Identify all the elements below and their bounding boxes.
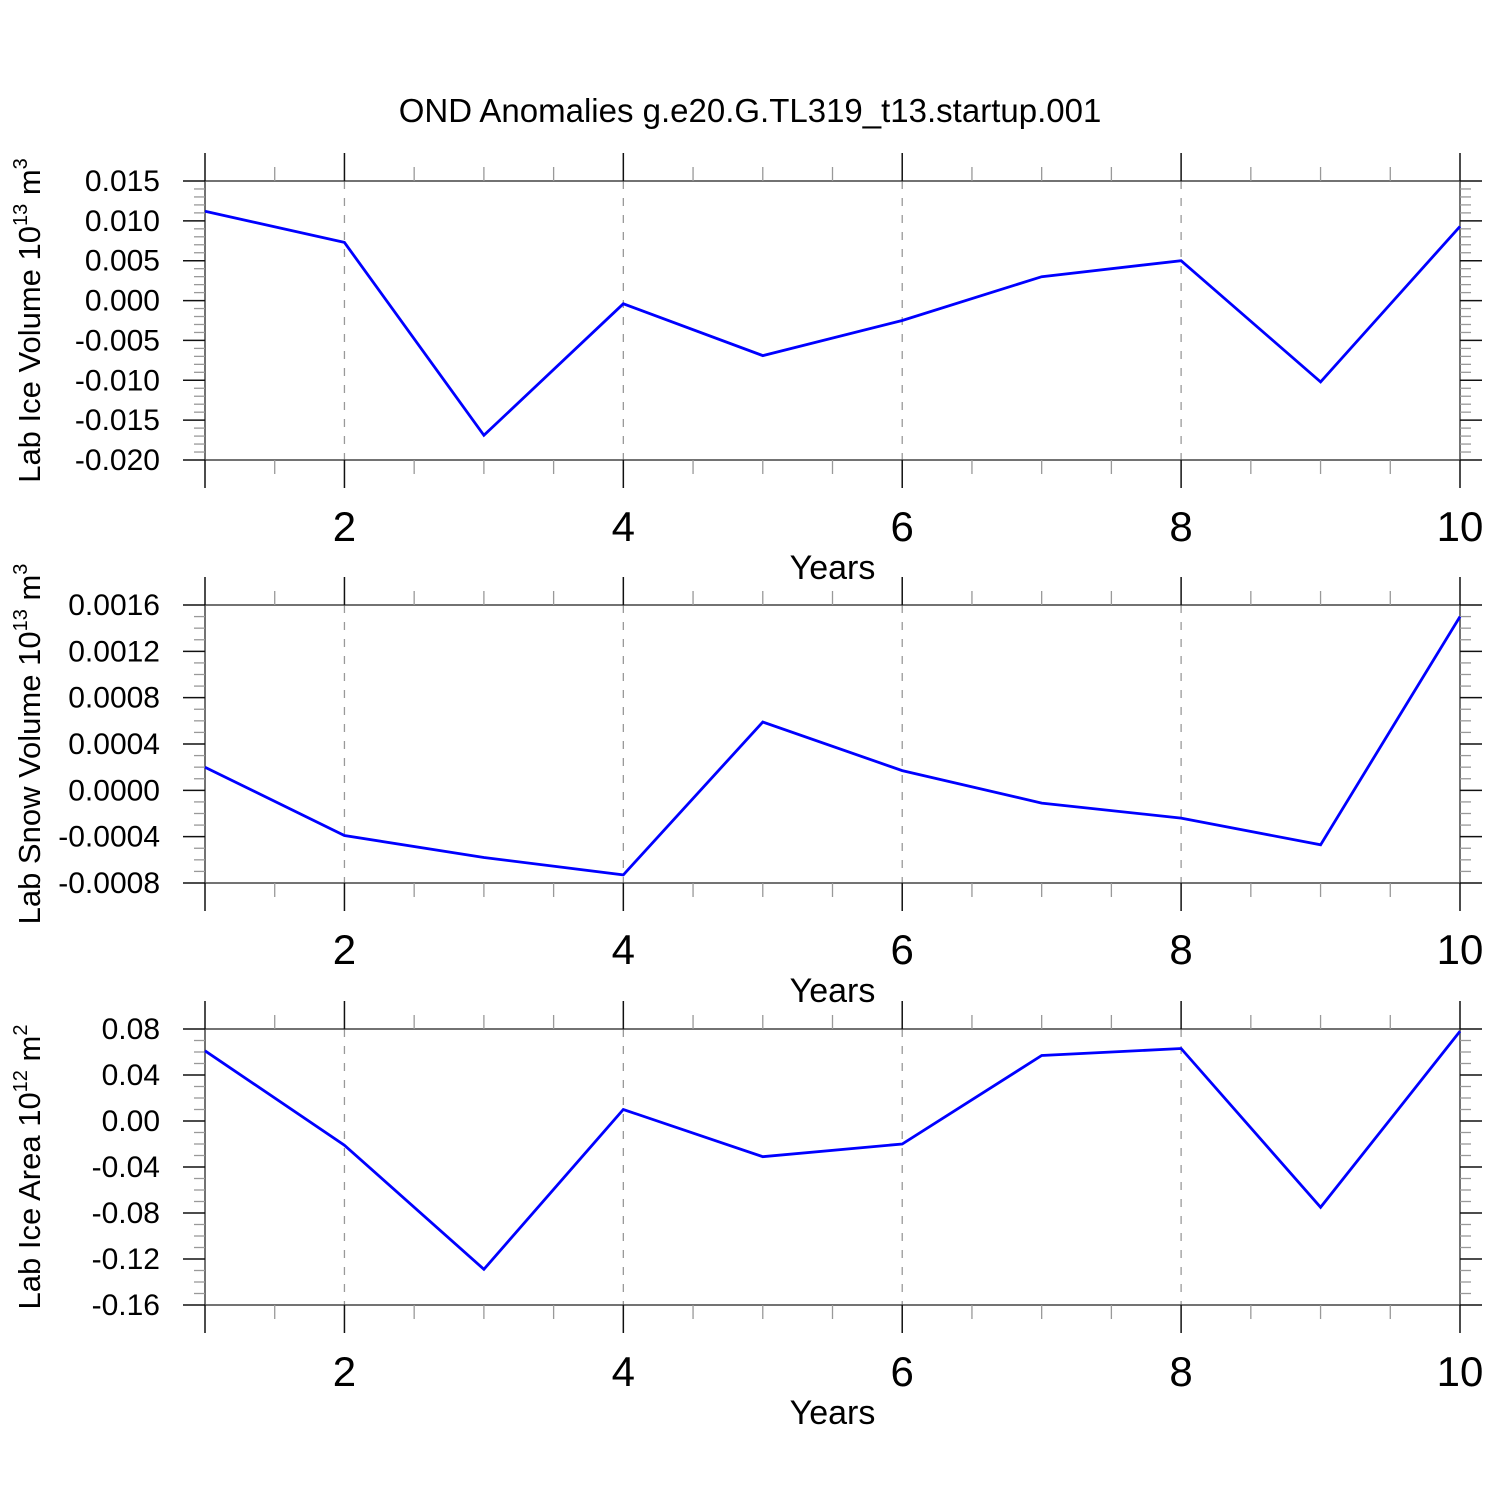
- x-tick-label: 8: [1169, 926, 1192, 973]
- x-axis-title: Years: [790, 972, 876, 1010]
- y-tick-label: -0.08: [92, 1197, 160, 1230]
- plot-frame: [204, 604, 1461, 884]
- data-line-lab-ice-volume: [204, 209, 1462, 438]
- y-tick-label: 0.0012: [68, 635, 160, 668]
- y-tick-label: -0.16: [92, 1289, 160, 1322]
- x-tick-label: 2: [333, 926, 356, 973]
- y-axis-title: Lab Snow Volume 1013 m3: [10, 564, 47, 925]
- x-tick-label: 6: [891, 503, 914, 550]
- y-tick-label: 0.000: [85, 285, 160, 318]
- y-axis-title: Lab Ice Area 1012 m2: [10, 1025, 47, 1310]
- y-tick-label: -0.020: [75, 444, 160, 477]
- x-axis-title: Years: [790, 549, 876, 587]
- y-tick-label: 0.010: [85, 205, 160, 238]
- axis-labels: 2 4 6 8 10 0.0016 0.0012 0.0008 0.0004 0.0000 -0.0…: [10, 564, 1483, 1010]
- panel-lab-snow-volume: 2 4 6 8 10 0.0016 0.0012 0.0008 0.0004 0.0000 -0.0…: [10, 564, 1483, 1010]
- plot-frame: [204, 1028, 1461, 1306]
- y-tick-label: -0.010: [75, 364, 160, 397]
- axis-ticks: [183, 153, 1482, 488]
- x-tick-label: 4: [612, 926, 635, 973]
- x-tick-label: 10: [1437, 926, 1484, 973]
- x-tick-label: 6: [891, 926, 914, 973]
- x-tick-label: 6: [891, 1348, 914, 1395]
- x-tick-label: 4: [612, 503, 635, 550]
- x-tick-label: 10: [1437, 503, 1484, 550]
- data-line-lab-ice-area: [204, 1030, 1462, 1272]
- y-tick-label: -0.0008: [58, 867, 160, 900]
- y-tick-label: -0.04: [92, 1151, 160, 1184]
- y-tick-label: 0.015: [85, 165, 160, 198]
- plot-frame: [204, 180, 1461, 461]
- y-tick-label: -0.005: [75, 324, 160, 357]
- figure-title: OND Anomalies g.e20.G.TL319_t13.startup.…: [399, 92, 1102, 129]
- x-tick-label: 8: [1169, 1348, 1192, 1395]
- data-line-lab-snow-volume: [204, 615, 1462, 877]
- axis-labels: 2 4 6 8 10 0.015 0.010 0.005 0.000 -0.005 -0.010 -0…: [10, 158, 1483, 587]
- x-axis-title: Years: [790, 1394, 876, 1432]
- x-tick-label: 8: [1169, 503, 1192, 550]
- x-tick-label: 10: [1437, 1348, 1484, 1395]
- axis-ticks: [183, 577, 1482, 911]
- axis-labels: 2 4 6 8 10 0.08 0.04 0.00 -0.04 -0.08 -0.12 -0.16 Ye…: [10, 1013, 1483, 1432]
- y-tick-label: 0.005: [85, 245, 160, 278]
- panel-lab-ice-area: 2 4 6 8 10 0.08 0.04 0.00 -0.04 -0.08 -0.12 -0.16 Ye…: [10, 1001, 1483, 1432]
- y-tick-label: 0.0004: [68, 728, 160, 761]
- y-tick-label: 0.00: [102, 1105, 160, 1138]
- y-axis-title: Lab Ice Volume 1013 m3: [10, 158, 47, 483]
- y-tick-label: -0.015: [75, 404, 160, 437]
- x-gridlines: [343, 1029, 1182, 1305]
- y-tick-label: 0.04: [102, 1059, 160, 1092]
- y-tick-label: 0.08: [102, 1013, 160, 1046]
- y-tick-label: 0.0008: [68, 682, 160, 715]
- y-tick-label: 0.0016: [68, 589, 160, 622]
- x-gridlines: [343, 605, 1182, 883]
- y-tick-label: -0.0004: [58, 821, 160, 854]
- x-tick-label: 2: [333, 503, 356, 550]
- panel-lab-ice-volume: 2 4 6 8 10 0.015 0.010 0.005 0.000 -0.005 -0.010 -0…: [10, 153, 1483, 587]
- y-tick-label: 0.0000: [68, 774, 160, 807]
- x-tick-label: 2: [333, 1348, 356, 1395]
- axis-ticks: [183, 1001, 1482, 1333]
- x-tick-label: 4: [612, 1348, 635, 1395]
- chart-panels: 2 4 6 8 10 0.015 0.010 0.005 0.000 -0.005 -0.010 -0…: [10, 153, 1483, 1432]
- y-tick-label: -0.12: [92, 1243, 160, 1276]
